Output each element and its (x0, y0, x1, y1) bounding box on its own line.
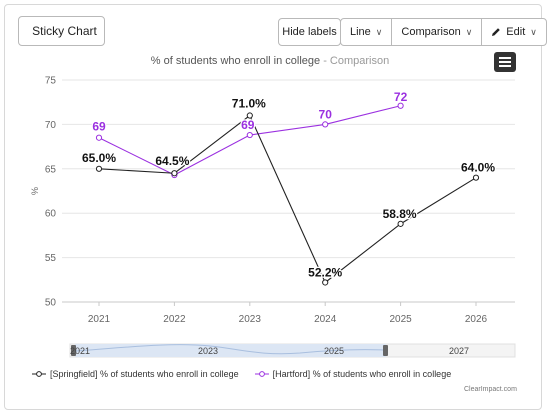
data-point[interactable] (472, 174, 480, 181)
legend-item-springfield[interactable]: [Springfield] % of students who enroll i… (32, 369, 239, 379)
data-point[interactable] (322, 279, 329, 286)
data-point[interactable] (397, 102, 404, 109)
data-label: 64.5% (155, 154, 189, 168)
navigator-selection[interactable] (75, 344, 386, 357)
chevron-down-icon: ∨ (465, 26, 473, 37)
series-group (95, 102, 480, 286)
data-labels: 69 69 70 72 65.0% 64.5% 71.0% 52.2% 58.8% 64.0% (81, 89, 497, 281)
series-line-springfield (98, 114, 477, 284)
data-point[interactable] (246, 112, 253, 119)
data-label: 65.0% (82, 151, 116, 165)
y-axis-label: % (30, 187, 40, 195)
y-tick-label: 60 (45, 209, 57, 220)
chart-title: % of students who enroll in college - Co… (0, 55, 540, 67)
data-label: 58.8% (383, 207, 417, 221)
chart-subtitle: - Comparison (323, 55, 390, 67)
navigator-handle-left[interactable] (71, 345, 76, 356)
comparison-label: Comparison (401, 26, 461, 38)
credit-text: ClearImpact.com (464, 386, 517, 393)
pencil-icon (492, 28, 501, 36)
chevron-down-icon: ∨ (375, 26, 383, 37)
data-point[interactable] (95, 165, 103, 172)
hamburger-icon-bar (499, 65, 511, 67)
data-label: 69 (92, 120, 106, 134)
data-label: 64.0% (461, 161, 495, 175)
chart-options-group: Line ∨ Comparison ∨ Edit ∨ (340, 18, 547, 46)
data-point[interactable] (246, 131, 253, 139)
legend-item-hartford[interactable]: [Hartford] % of students who enroll in c… (254, 369, 452, 379)
chart-title-text: % of students who enroll in college (150, 55, 321, 67)
chart-menu-button[interactable] (494, 52, 516, 72)
navigator-handle-right[interactable] (383, 345, 388, 356)
line-type-label: Line (350, 26, 371, 38)
line-type-dropdown[interactable]: Line ∨ (341, 19, 393, 45)
legend-label-springfield: [Springfield] % of students who enroll i… (50, 369, 239, 379)
data-point[interactable] (95, 134, 103, 141)
data-point[interactable] (322, 121, 329, 128)
data-label: 70 (319, 107, 333, 121)
sticky-chart-button[interactable]: Sticky Chart (18, 16, 105, 46)
data-label: 52.2% (308, 265, 342, 279)
y-axis: 50 55 60 65 70 75% (30, 76, 56, 309)
y-tick-label: 55 (45, 253, 57, 264)
y-tick-label: 65 (45, 164, 57, 175)
legend: [Springfield] % of students who enroll i… (32, 369, 451, 379)
chart-panel (4, 4, 542, 410)
data-label: 69 (241, 118, 255, 132)
hamburger-icon-bar (499, 61, 511, 63)
data-label: 72 (394, 90, 408, 104)
edit-dropdown[interactable]: Edit ∨ (482, 19, 546, 45)
x-tick-label: 2023 (239, 314, 262, 325)
x-tick-label: 2024 (314, 314, 337, 325)
data-point[interactable] (171, 170, 178, 177)
sticky-chart-label: Sticky Chart (32, 24, 97, 38)
range-navigator[interactable]: 2021 2023 2025 2027 (69, 343, 516, 358)
navigator-label: 2027 (449, 346, 469, 356)
legend-line-marker-icon (32, 371, 46, 377)
navigator-label: 2021 (70, 346, 90, 356)
grid-lines (62, 79, 515, 303)
legend-label-hartford: [Hartford] % of students who enroll in c… (272, 369, 452, 379)
y-tick-label: 75 (45, 76, 57, 87)
x-tick-label: 2026 (465, 314, 488, 325)
data-label: 71.0% (232, 97, 266, 111)
x-tick-label: 2021 (88, 314, 111, 325)
chevron-down-icon: ∨ (530, 26, 537, 37)
legend-line-marker-icon (254, 371, 269, 377)
y-tick-label: 70 (45, 120, 57, 131)
data-point[interactable] (397, 220, 404, 227)
y-tick-label: 50 (45, 298, 57, 309)
comparison-dropdown[interactable]: Comparison ∨ (392, 19, 483, 45)
x-tick-label: 2025 (389, 314, 412, 325)
hamburger-icon (499, 57, 511, 59)
navigator-series (74, 344, 387, 355)
navigator-label: 2023 (198, 346, 218, 356)
x-axis: 2021 2022 2023 2024 2025 2026 (88, 302, 488, 325)
x-tick-label: 2022 (163, 314, 186, 325)
edit-label: Edit (506, 26, 526, 38)
navigator-label: 2025 (324, 346, 344, 356)
